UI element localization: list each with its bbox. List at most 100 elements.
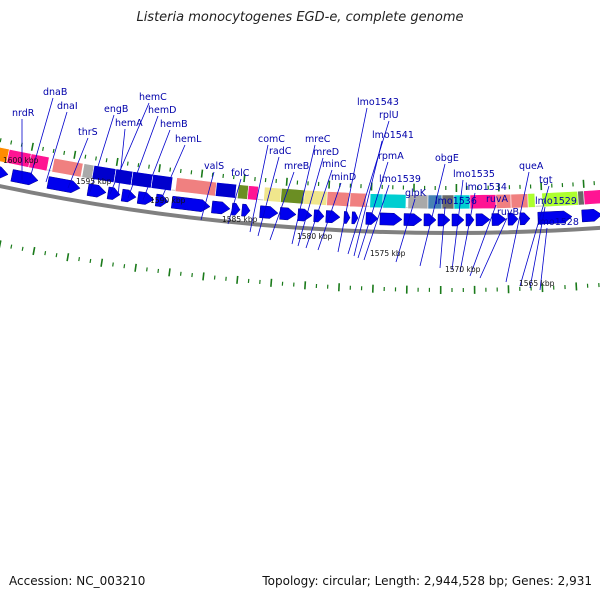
inner-tick-mark xyxy=(236,275,239,284)
gene-label: folC xyxy=(231,168,250,179)
accession-text: Accession: NC_003210 xyxy=(9,574,146,588)
kbp-label: 1575 kbp xyxy=(370,249,406,258)
feature-block xyxy=(214,181,238,199)
gene-label: engB xyxy=(104,104,128,115)
tick-mark xyxy=(126,161,129,166)
gene-arrow xyxy=(475,213,491,227)
feature-block xyxy=(174,177,218,197)
tick-mark xyxy=(52,148,55,154)
gene-label: ruvA xyxy=(486,194,509,205)
colored-feature-row xyxy=(0,146,600,210)
gene-label: nrdR xyxy=(12,108,35,119)
feature-block xyxy=(280,188,305,205)
kbp-labels: 1600 kbp 1595 kbp 1590 kbp 1585 kbp 1580 kbp… xyxy=(3,156,555,288)
label-leader xyxy=(459,192,476,273)
inner-tick-mark xyxy=(112,262,114,267)
tick-mark xyxy=(73,150,77,159)
gene-label: lmo1528 xyxy=(537,217,579,228)
label-leader xyxy=(200,171,215,221)
outer-tick-marks xyxy=(0,138,595,192)
label-leader xyxy=(539,227,548,291)
feature-block xyxy=(527,193,536,208)
inner-tick-mark xyxy=(89,258,92,264)
label-leader xyxy=(357,161,389,259)
label-leader xyxy=(337,107,368,253)
tick-mark xyxy=(179,168,182,174)
gene-label: mreC xyxy=(305,134,331,145)
label-leader xyxy=(479,217,508,279)
gene-label: glpK xyxy=(405,188,427,199)
label-leader xyxy=(142,129,171,201)
tick-mark xyxy=(158,164,161,173)
label-leader xyxy=(227,178,242,225)
inner-tick-mark xyxy=(55,253,58,258)
gene-arrow xyxy=(170,195,211,213)
label-leader xyxy=(297,157,324,247)
label-leader xyxy=(353,140,383,257)
gene-arrow xyxy=(241,203,251,217)
gene-label: rpmA xyxy=(378,151,404,162)
label-leader xyxy=(159,144,186,203)
gene-label: minD xyxy=(331,172,356,183)
label-leader xyxy=(127,115,159,199)
gene-arrow xyxy=(507,212,519,226)
gene-label: minC xyxy=(322,159,347,170)
tick-mark xyxy=(63,150,66,155)
gene-label: tgt xyxy=(539,175,553,186)
label-leader xyxy=(529,206,546,289)
gene-label: hemD xyxy=(148,105,176,116)
gene-arrow xyxy=(379,212,403,226)
gene-label: lmo1529 xyxy=(535,196,577,207)
topology-text: Topology: circular; Length: 2,944,528 bp… xyxy=(262,574,592,588)
feature-block xyxy=(369,193,384,209)
inner-tick-mark xyxy=(78,257,81,262)
feature-block xyxy=(51,157,84,178)
kbp-label: 1570 kbp xyxy=(445,265,481,274)
kbp-label: 1585 kbp xyxy=(222,215,258,224)
gene-label: lmo1543 xyxy=(357,97,399,108)
feature-block xyxy=(326,191,350,207)
inner-tick-mark xyxy=(21,246,24,251)
kbp-label: 1600 kbp xyxy=(3,156,39,165)
gene-label: hemB xyxy=(160,119,188,130)
inner-tick-mark xyxy=(10,244,13,249)
inner-tick-mark xyxy=(134,263,137,272)
inner-tick-marks xyxy=(0,240,600,294)
label-leader xyxy=(439,206,446,269)
tick-mark xyxy=(105,158,108,163)
inner-tick-mark xyxy=(270,278,273,287)
gene-label: lmo1541 xyxy=(372,130,414,141)
kbp-label: 1590 kbp xyxy=(150,196,186,205)
label-leader xyxy=(505,171,530,283)
feature-block xyxy=(349,192,367,208)
inner-tick-mark xyxy=(304,281,307,290)
kbp-label: 1595 kbp xyxy=(76,177,112,186)
label-leader xyxy=(109,102,150,195)
kbp-label: 1580 kbp xyxy=(297,232,333,241)
gene-arrow xyxy=(0,166,9,179)
gene-label: hemC xyxy=(139,92,167,103)
inner-tick-mark xyxy=(66,253,70,262)
gene-arrow xyxy=(519,212,531,226)
gene-arrow xyxy=(581,208,600,223)
gene-label: dnaB xyxy=(43,87,67,98)
label-leader xyxy=(519,185,550,287)
inner-tick-mark xyxy=(146,267,148,272)
gene-arrow xyxy=(106,186,121,200)
tick-mark xyxy=(84,154,87,159)
map-title: Listeria monocytogenes EGD-e, complete g… xyxy=(136,10,464,25)
gene-label: mreD xyxy=(313,147,339,158)
feature-block xyxy=(382,193,407,209)
kbp-label: 1565 kbp xyxy=(519,279,555,288)
gene-label: hemA xyxy=(115,118,143,129)
tick-mark xyxy=(200,169,204,178)
gene-arrow xyxy=(154,193,169,207)
inner-tick-mark xyxy=(123,264,126,269)
label-leader xyxy=(291,144,316,245)
feature-block xyxy=(113,168,134,186)
inner-tick-mark xyxy=(44,251,47,256)
feature-block xyxy=(303,189,328,206)
label-leader xyxy=(419,163,446,267)
gene-label: lmo1535 xyxy=(453,169,495,180)
